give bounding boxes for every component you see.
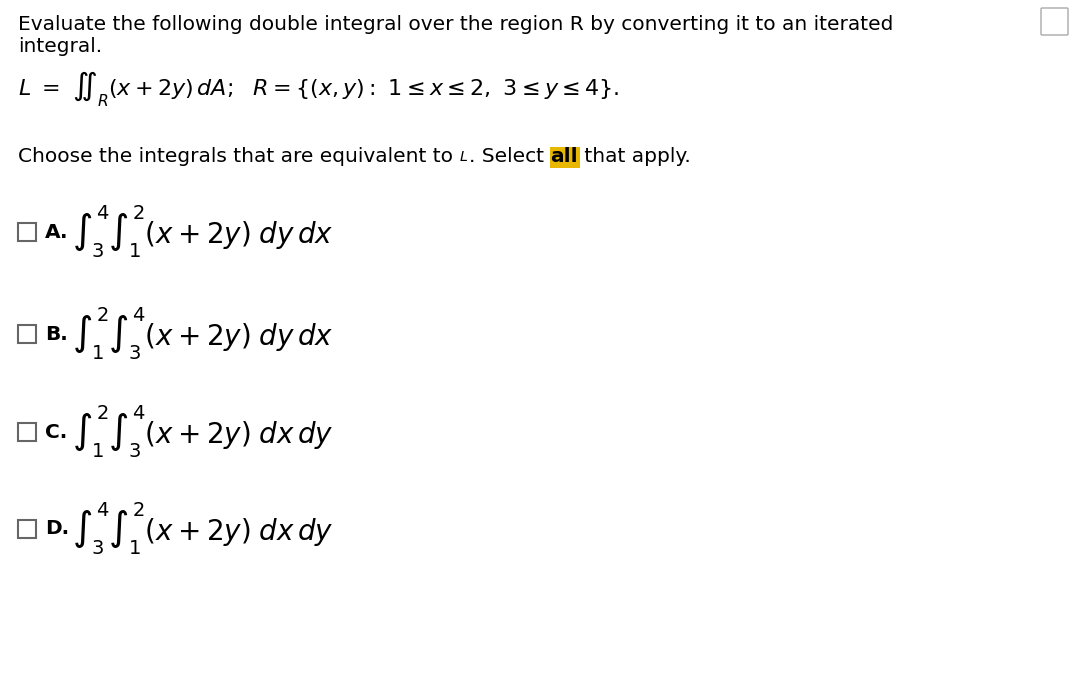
Text: . Select: . Select <box>468 147 550 166</box>
Bar <box>18 423 36 441</box>
Text: D.: D. <box>45 520 69 539</box>
Bar <box>18 520 36 538</box>
Bar <box>550 147 580 168</box>
Bar <box>18 325 36 343</box>
Text: that apply.: that apply. <box>578 147 690 166</box>
Text: $_{L}$: $_{L}$ <box>460 145 468 164</box>
Text: $\int_{1}^{2}\int_{3}^{4}(x+2y)\; dy\,dx$: $\int_{1}^{2}\int_{3}^{4}(x+2y)\; dy\,dx… <box>72 305 333 362</box>
Text: A.: A. <box>45 223 69 242</box>
Text: $\int_{1}^{2}\int_{3}^{4}(x+2y)\; dx\,dy$: $\int_{1}^{2}\int_{3}^{4}(x+2y)\; dx\,dy… <box>72 404 333 460</box>
Text: all: all <box>550 147 578 166</box>
Text: $\int_{3}^{4}\int_{1}^{2}(x+2y)\; dx\,dy$: $\int_{3}^{4}\int_{1}^{2}(x+2y)\; dx\,dy… <box>72 500 333 557</box>
Text: C.: C. <box>45 423 68 441</box>
Text: Choose the integrals that are equivalent to: Choose the integrals that are equivalent… <box>18 147 460 166</box>
Text: integral.: integral. <box>18 37 102 56</box>
Text: $\int_{3}^{4}\int_{1}^{2}(x+2y)\; dy\,dx$: $\int_{3}^{4}\int_{1}^{2}(x+2y)\; dy\,dx… <box>72 203 333 260</box>
Text: Evaluate the following double integral over the region R by converting it to an : Evaluate the following double integral o… <box>18 15 893 34</box>
Bar <box>18 223 36 241</box>
FancyBboxPatch shape <box>1041 8 1068 35</box>
Text: $L \ = \ \iint_{R} (x+2y)\,dA;\ \ R = \{(x,y):\ 1\leq x\leq 2,\ 3\leq y\leq 4\}.: $L \ = \ \iint_{R} (x+2y)\,dA;\ \ R = \{… <box>18 69 620 109</box>
Text: B.: B. <box>45 325 68 344</box>
